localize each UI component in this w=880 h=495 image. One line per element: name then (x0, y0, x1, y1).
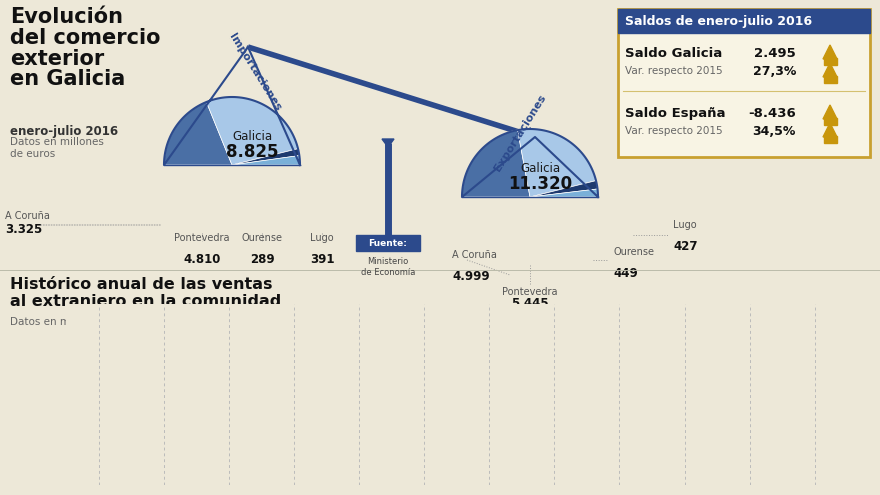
Text: 12.125,213: 12.125,213 (0, 494, 1, 495)
Text: A Coruña: A Coruña (5, 211, 50, 221)
Text: 15.739,688: 15.739,688 (0, 494, 1, 495)
Text: Var. respecto 2015: Var. respecto 2015 (625, 126, 722, 136)
Text: 449: 449 (613, 267, 638, 280)
Polygon shape (823, 63, 837, 77)
Wedge shape (164, 102, 232, 165)
Bar (824, 76, 837, 83)
Text: Saldo Galicia: Saldo Galicia (625, 47, 722, 60)
Text: enero-julio 2016: enero-julio 2016 (10, 125, 118, 138)
Text: 427: 427 (673, 240, 698, 253)
Bar (824, 136, 837, 143)
Text: Datos en miles de euros: Datos en miles de euros (10, 317, 136, 327)
Text: 18.839,900: 18.839,900 (0, 494, 1, 495)
Text: 8.825: 8.825 (226, 143, 278, 161)
Text: 3.325: 3.325 (5, 223, 42, 236)
Text: Galicia: Galicia (520, 162, 560, 176)
Text: 4.999: 4.999 (452, 270, 489, 283)
Text: Pontevedra: Pontevedra (502, 287, 558, 297)
Text: Ourense: Ourense (241, 233, 282, 243)
Text: 391: 391 (310, 253, 334, 266)
Polygon shape (462, 129, 598, 197)
FancyBboxPatch shape (618, 9, 870, 157)
Text: Exportaciones: Exportaciones (493, 93, 548, 173)
Wedge shape (462, 130, 530, 197)
Text: Importaciones: Importaciones (227, 32, 282, 112)
Bar (824, 58, 837, 65)
Wedge shape (232, 155, 300, 165)
Bar (618, 9, 870, 33)
Text: Saldo España: Saldo España (625, 107, 725, 120)
Text: Var. respecto 2015: Var. respecto 2015 (625, 66, 722, 76)
Wedge shape (517, 129, 596, 197)
Text: 18.419,600: 18.419,600 (0, 494, 1, 495)
Text: 5.445: 5.445 (511, 297, 549, 310)
Text: 17.825,300: 17.825,300 (0, 494, 1, 495)
Text: -8.436: -8.436 (748, 107, 796, 120)
Polygon shape (382, 139, 394, 147)
Bar (824, 118, 837, 125)
Text: 17.532,300: 17.532,300 (0, 494, 1, 495)
Text: 16.496,200: 16.496,200 (0, 494, 1, 495)
Text: Pontevedra: Pontevedra (174, 233, 230, 243)
Text: Evolución
del comercio
exterior
en Galicia: Evolución del comercio exterior en Galic… (10, 7, 160, 90)
Text: Ministerio
de Economía: Ministerio de Economía (361, 257, 415, 277)
Text: 15.158,980: 15.158,980 (0, 494, 1, 495)
Text: 16.669,172: 16.669,172 (0, 494, 1, 495)
Text: Datos en millones
de euros: Datos en millones de euros (10, 137, 104, 159)
Text: 4.810: 4.810 (183, 253, 221, 266)
Text: 14.611,641: 14.611,641 (0, 494, 1, 495)
Text: Histórico anual de las ventas
al extranjero en la comunidad: Histórico anual de las ventas al extranj… (10, 277, 282, 309)
Wedge shape (530, 189, 598, 197)
Text: 11.320: 11.320 (508, 175, 572, 193)
Text: 289: 289 (250, 253, 275, 266)
Text: Lugo: Lugo (673, 220, 697, 230)
Bar (356, 235, 420, 251)
Text: 34,5%: 34,5% (752, 125, 796, 138)
Text: Ourense: Ourense (613, 247, 654, 257)
Wedge shape (530, 181, 598, 197)
Text: Lugo: Lugo (310, 233, 334, 243)
Text: 27,3%: 27,3% (752, 65, 796, 78)
Text: 10.498,731: 10.498,731 (0, 494, 1, 495)
Wedge shape (232, 148, 299, 165)
Text: 2.495: 2.495 (754, 47, 796, 60)
Polygon shape (823, 105, 837, 119)
Text: 13.957,317: 13.957,317 (0, 494, 1, 495)
Polygon shape (823, 45, 837, 59)
Polygon shape (823, 123, 837, 137)
Text: Galicia: Galicia (232, 131, 272, 144)
Polygon shape (164, 47, 300, 165)
Wedge shape (207, 97, 298, 165)
Text: Fuente:: Fuente: (369, 239, 407, 248)
Text: Saldos de enero-julio 2016: Saldos de enero-julio 2016 (625, 14, 812, 28)
Text: A Coruña: A Coruña (452, 250, 497, 260)
